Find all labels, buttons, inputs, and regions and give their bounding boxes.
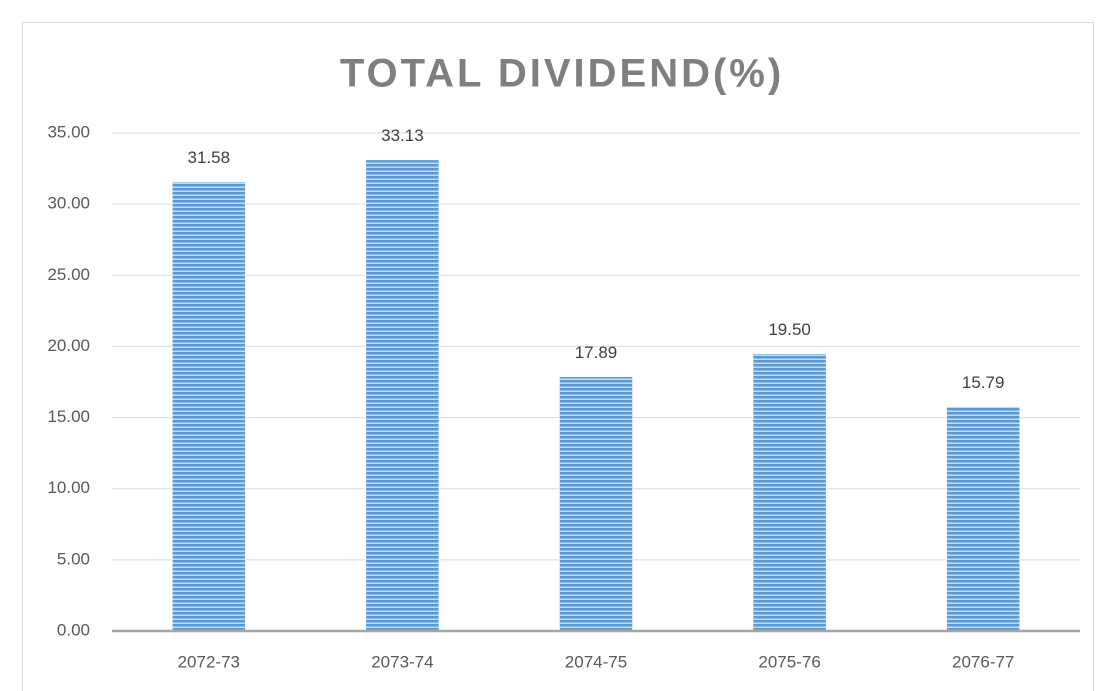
data-label: 19.50 <box>768 320 811 339</box>
y-tick-label: 0.00 <box>57 620 90 639</box>
y-tick-label: 5.00 <box>57 549 90 568</box>
y-tick-label: 30.00 <box>47 194 90 213</box>
bar <box>945 405 1021 632</box>
chart-title: TOTAL DIVIDEND(%) <box>340 52 784 96</box>
y-tick-label: 20.00 <box>47 336 90 355</box>
bar <box>365 159 440 632</box>
x-tick-label: 2074-75 <box>565 652 627 671</box>
x-tick-label: 2075-76 <box>758 652 820 671</box>
x-tick-label: 2073-74 <box>371 652 433 671</box>
data-label: 15.79 <box>962 373 1005 392</box>
data-label: 33.13 <box>381 126 424 145</box>
data-label: 17.89 <box>575 343 618 362</box>
x-tick-label: 2072-73 <box>178 652 240 671</box>
y-tick-label: 10.00 <box>47 478 90 497</box>
y-tick-label: 15.00 <box>47 407 90 426</box>
data-label: 31.58 <box>188 148 231 167</box>
bar <box>558 375 634 632</box>
bar <box>171 181 247 632</box>
y-tick-label: 35.00 <box>47 122 90 141</box>
y-tick-label: 25.00 <box>47 265 90 284</box>
bar <box>752 353 827 632</box>
x-tick-label: 2076-77 <box>952 652 1014 671</box>
